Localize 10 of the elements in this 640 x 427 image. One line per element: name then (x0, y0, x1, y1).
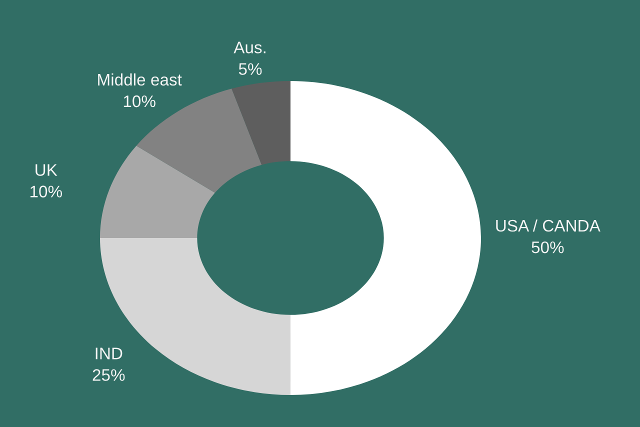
slice-label: IND (96, 348, 122, 360)
slice-label: Aus. (234, 42, 266, 54)
data-label: 10% (30, 186, 62, 198)
data-label: 50% (532, 241, 564, 254)
slice-label: UK (36, 164, 58, 176)
data-label: 25% (92, 369, 125, 381)
slice-label: Middle east (98, 73, 182, 86)
slice-label: USA / CANDA (496, 219, 600, 232)
data-label: 10% (124, 95, 156, 108)
data-label: 5% (238, 63, 262, 75)
